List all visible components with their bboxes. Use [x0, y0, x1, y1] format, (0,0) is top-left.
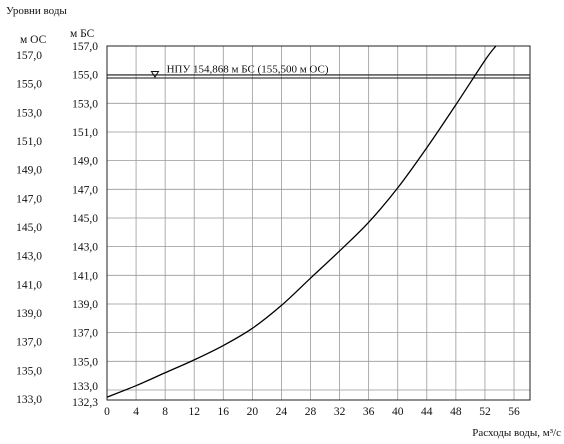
chart-title: Уровни воды	[6, 5, 67, 17]
y-tick-label-os: 145,0	[16, 222, 42, 234]
npu-marker-icon	[150, 71, 160, 78]
series-layer	[106, 45, 497, 398]
y-tick-label-os: 149,0	[16, 165, 42, 177]
y-tick-label-bs: 132,3	[72, 397, 98, 409]
y-tick-label-bs: 157,0	[72, 41, 98, 53]
y-tick-label-bs: 139,0	[72, 299, 98, 311]
x-tick-label: 24	[276, 406, 288, 418]
x-axis-label: Расходы воды, м³/с	[472, 427, 561, 439]
x-tick-label: 16	[218, 406, 230, 418]
y-tick-label-os: 139,0	[16, 308, 42, 320]
x-tick-label: 0	[104, 406, 110, 418]
y-tick-label-os: 153,0	[16, 107, 42, 119]
y-tick-label-bs: 137,0	[72, 328, 98, 340]
y-tick-label-bs: 149,0	[72, 156, 98, 168]
npu-reference: НПУ 154,868 м БС (155,500 м ОС)	[107, 64, 530, 79]
y-tick-label-bs: 155,0	[72, 70, 98, 82]
y-tick-label-os: 155,0	[16, 79, 42, 91]
x-tick-label: 52	[479, 406, 491, 418]
y-tick-label-os: 147,0	[16, 193, 42, 205]
x-tick-label: 8	[162, 406, 168, 418]
x-tick-label: 28	[305, 406, 317, 418]
y-tick-label-os: 137,0	[16, 337, 42, 349]
y-tick-label-bs: 141,0	[72, 270, 98, 282]
x-tick-label: 56	[508, 406, 520, 418]
y-axis-label-left: м ОС	[20, 34, 47, 46]
series-line	[106, 45, 497, 398]
y-axis-label-right: м БС	[70, 28, 95, 40]
x-tick-label: 36	[363, 406, 375, 418]
y-tick-label-os: 157,0	[16, 50, 42, 62]
grid	[106, 45, 530, 400]
y-tick-label-bs: 145,0	[72, 213, 98, 225]
y-tick-label-bs: 147,0	[72, 184, 98, 196]
y-tick-labels-bs: 132,3 133,0 135,0 137,0 139,0 141,0 143,0 145,0…	[72, 41, 98, 409]
y-tick-label-bs: 153,0	[72, 98, 98, 110]
y-tick-label-os: 141,0	[16, 279, 42, 291]
x-tick-label: 32	[334, 406, 346, 418]
y-tick-label-bs: 151,0	[72, 127, 98, 139]
x-tick-label: 12	[188, 406, 200, 418]
x-tick-label: 44	[421, 406, 433, 418]
y-tick-label-os: 135,0	[16, 365, 42, 377]
y-tick-label-bs: 133,0	[72, 381, 98, 393]
y-tick-label-bs: 135,0	[72, 356, 98, 368]
x-tick-labels: 0 4 8 12 16 20 24 28 32 36 40 44 48 52 56	[104, 406, 520, 418]
npu-label: НПУ 154,868 м БС (155,500 м ОС)	[167, 64, 329, 76]
axes	[106, 45, 531, 401]
y-tick-label-os: 151,0	[16, 136, 42, 148]
x-tick-label: 4	[133, 406, 139, 418]
x-tick-label: 20	[247, 406, 259, 418]
x-tick-label: 40	[392, 406, 404, 418]
y-tick-label-os: 133,0	[16, 394, 42, 406]
y-tick-label-os: 143,0	[16, 251, 42, 263]
y-tick-label-bs: 143,0	[72, 242, 98, 254]
y-tick-labels-os: 133,0 135,0 137,0 139,0 141,0 143,0 145,0 147,0…	[16, 50, 42, 406]
x-tick-label: 48	[450, 406, 462, 418]
plot-frame	[106, 45, 531, 401]
